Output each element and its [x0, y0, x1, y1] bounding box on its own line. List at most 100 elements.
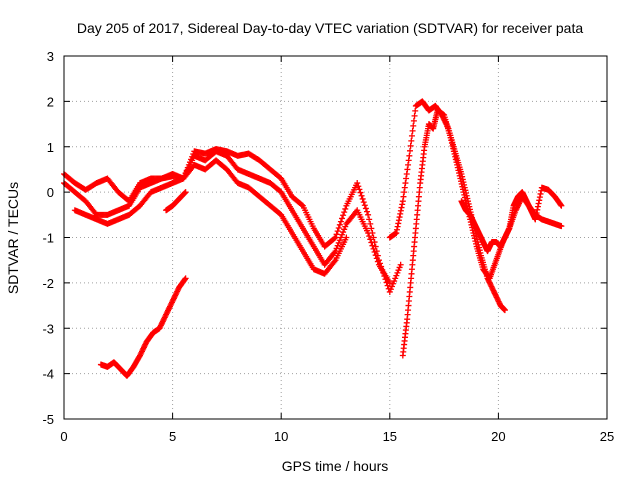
data-point [398, 204, 405, 211]
data-point [359, 195, 366, 202]
data-points [61, 98, 565, 379]
x-tick-label: 5 [169, 429, 176, 444]
series-5 [163, 189, 189, 214]
data-point [298, 201, 305, 208]
data-point [558, 202, 565, 209]
data-point [397, 210, 404, 217]
y-tick-label: 1 [47, 140, 54, 155]
data-point [447, 134, 454, 141]
data-point [456, 170, 463, 177]
data-point [451, 151, 458, 158]
data-point [370, 245, 377, 252]
y-tick-label: 2 [47, 94, 54, 109]
data-point [340, 212, 347, 219]
data-point [401, 189, 408, 196]
y-tick-label: -5 [42, 412, 54, 427]
data-point [454, 161, 461, 168]
x-tick-label: 15 [383, 429, 397, 444]
data-point [396, 214, 403, 221]
data-point [386, 288, 393, 295]
data-point [405, 161, 412, 168]
data-point [455, 167, 462, 174]
data-point [457, 175, 464, 182]
data-point [408, 132, 415, 139]
data-point [386, 279, 393, 286]
data-point [471, 232, 478, 239]
data-point [365, 211, 372, 218]
y-tick-label: -2 [42, 276, 54, 291]
data-point [392, 275, 399, 282]
data-point [534, 206, 541, 213]
data-point [336, 237, 343, 244]
data-point [534, 203, 541, 210]
data-point [399, 198, 406, 205]
data-point [334, 228, 341, 235]
data-point [336, 221, 343, 228]
data-point [354, 180, 361, 187]
data-point [410, 122, 417, 129]
data-point [403, 175, 410, 182]
data-point [340, 229, 347, 236]
y-tick-label: 3 [47, 49, 54, 64]
data-point [337, 234, 344, 241]
data-point [397, 261, 404, 268]
data-point [397, 207, 404, 214]
x-tick-label: 0 [60, 429, 67, 444]
data-point [533, 209, 540, 216]
data-point [473, 240, 480, 247]
y-axis-label: SDTVAR / TECUs [5, 182, 21, 294]
data-point [406, 152, 413, 159]
data-point [339, 231, 346, 238]
y-tick-label: 0 [47, 185, 54, 200]
y-tick-label: -1 [42, 231, 54, 246]
data-point [365, 229, 372, 236]
data-point [341, 209, 348, 216]
data-point [501, 307, 508, 314]
data-point [332, 234, 339, 241]
data-point [181, 276, 188, 283]
data-point [181, 189, 188, 196]
data-point [355, 183, 362, 190]
data-point [369, 242, 376, 249]
data-point [408, 137, 415, 144]
data-point [472, 238, 479, 245]
data-point [399, 201, 406, 208]
data-point [460, 189, 467, 196]
data-point [394, 269, 401, 276]
data-point [387, 286, 394, 293]
data-point [341, 226, 348, 233]
data-point [536, 194, 543, 201]
data-point [396, 264, 403, 271]
x-tick-label: 10 [274, 429, 288, 444]
data-point [461, 194, 468, 201]
data-point [450, 145, 457, 152]
data-point [337, 218, 344, 225]
data-point [393, 229, 400, 236]
data-point [400, 193, 407, 200]
data-point [402, 180, 409, 187]
data-point [395, 267, 402, 274]
x-tick-label: 25 [600, 429, 614, 444]
data-point [537, 190, 544, 197]
data-point [452, 153, 459, 160]
series-2 [61, 148, 393, 286]
data-point [394, 223, 401, 230]
data-point [535, 200, 542, 207]
data-point [448, 140, 455, 147]
data-point [182, 189, 189, 196]
data-point [461, 191, 468, 198]
data-point [360, 199, 367, 206]
data-point [342, 205, 349, 212]
data-point [370, 234, 377, 241]
data-point [409, 127, 416, 134]
data-point [368, 225, 375, 232]
data-point [453, 159, 460, 166]
series-7 [399, 107, 565, 359]
series-8 [458, 184, 565, 255]
y-tick-label: -3 [42, 321, 54, 336]
y-tick-label: -4 [42, 367, 54, 382]
data-point [401, 184, 408, 191]
data-point [459, 183, 466, 190]
data-point [450, 148, 457, 155]
data-point [456, 172, 463, 179]
